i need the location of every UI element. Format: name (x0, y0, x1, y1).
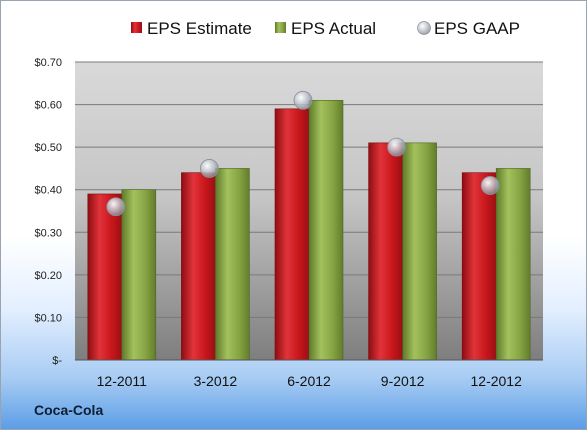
y-tick-label: $- (52, 355, 62, 367)
eps-actual-bar (121, 189, 157, 361)
eps-estimate-legend-label: EPS Estimate (147, 19, 252, 38)
y-tick-label: $0.60 (34, 100, 62, 112)
y-tick-label: $0.70 (34, 57, 62, 69)
eps-estimate-legend-swatch (131, 22, 142, 33)
eps-gaap-legend-label: EPS GAAP (434, 19, 520, 38)
y-tick-label: $0.30 (34, 227, 62, 239)
x-tick-label: 3-2012 (194, 373, 238, 389)
eps-gaap-marker (293, 90, 313, 110)
eps-actual-legend-label: EPS Actual (291, 19, 376, 38)
eps-actual-bar (402, 142, 437, 361)
eps-actual-bar (308, 100, 344, 361)
y-tick-label: $0.10 (34, 312, 62, 324)
eps-gaap-marker (387, 137, 407, 157)
x-tick-label: 9-2012 (381, 373, 425, 389)
eps-estimate-bar (87, 193, 123, 361)
company-name: Coca-Cola (34, 402, 104, 418)
y-tick-label: $0.40 (34, 185, 62, 197)
eps-gaap-legend-swatch (417, 21, 431, 35)
eps-actual-bar (215, 168, 250, 361)
eps-gaap-marker (199, 159, 219, 178)
eps-actual-bar (495, 168, 531, 361)
eps-estimate-bar (274, 108, 310, 361)
eps-gaap-marker (106, 197, 126, 217)
y-tick-label: $0.20 (34, 270, 62, 282)
eps-estimate-bar (461, 172, 497, 361)
eps-estimate-bar (181, 172, 216, 361)
eps-estimate-bar (368, 142, 403, 361)
y-tick-label: $0.50 (34, 142, 62, 154)
eps-actual-legend-swatch (275, 22, 286, 33)
x-tick-label: 6-2012 (287, 373, 331, 389)
x-tick-label: 12-2011 (97, 373, 148, 389)
eps-gaap-marker (480, 176, 500, 195)
x-tick-label: 12-2012 (471, 373, 523, 389)
